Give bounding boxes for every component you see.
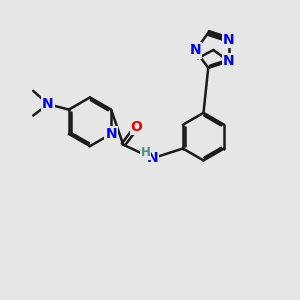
- Text: N: N: [147, 151, 158, 165]
- Text: N: N: [223, 54, 235, 68]
- Text: N: N: [42, 97, 54, 111]
- Text: N: N: [190, 44, 201, 57]
- Text: H: H: [141, 146, 151, 159]
- Text: N: N: [223, 33, 235, 46]
- Text: N: N: [105, 127, 117, 141]
- Text: O: O: [131, 120, 142, 134]
